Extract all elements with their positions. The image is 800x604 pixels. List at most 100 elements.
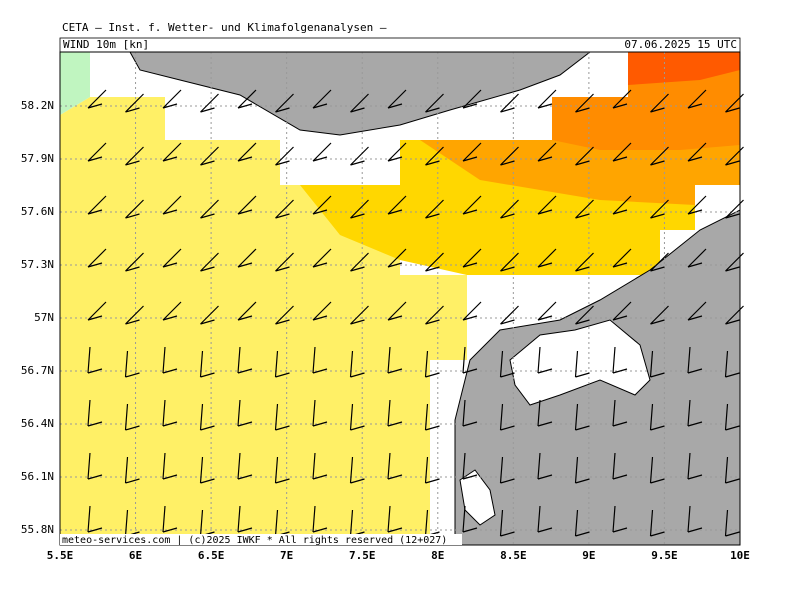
wind-barb [387, 346, 403, 374]
wind-barb [612, 301, 632, 321]
wind-barb [500, 199, 519, 219]
wind-barb [650, 146, 669, 166]
wind-barb [125, 199, 144, 219]
wind-barb [537, 301, 557, 321]
wind-barb [425, 199, 444, 219]
wind-barb [612, 142, 632, 162]
wind-barb [649, 350, 665, 378]
wind-barb [537, 195, 557, 215]
wind-barb [387, 301, 407, 321]
wind-barb [425, 252, 444, 272]
wind-barb [574, 456, 590, 484]
lat-label: 57.3N [21, 258, 54, 271]
wind-barb [612, 452, 628, 480]
wind-barb [349, 350, 365, 378]
wind-barb [650, 252, 669, 272]
wind-barb [162, 195, 182, 215]
wind-barb [612, 248, 632, 268]
valid-time: 07.06.2025 15 UTC [624, 38, 737, 51]
lon-label: 5.5E [47, 549, 74, 562]
footer: meteo-services.com | (c)2025 IWKF * All … [62, 535, 447, 546]
wind-barb [350, 305, 369, 325]
wind-barb [724, 509, 740, 537]
wind-barb [312, 452, 328, 480]
wind-barb [87, 399, 103, 427]
wind-barb [499, 456, 515, 484]
wind-barb [237, 346, 253, 374]
wind-barb [200, 305, 219, 325]
lat-label: 58.2N [21, 99, 54, 112]
wind-barb [274, 403, 290, 431]
wind-barb [162, 346, 178, 374]
wind-barb [162, 301, 182, 321]
wind-barb [312, 399, 328, 427]
wind-barb [462, 301, 482, 321]
wind-barb [537, 89, 557, 109]
lon-label: 8E [431, 549, 444, 562]
wind-barb [87, 301, 107, 321]
wind-barb [87, 195, 107, 215]
wind-zone-green [60, 52, 90, 115]
wind-barb [537, 452, 553, 480]
wind-barb [387, 142, 407, 162]
lat-label: 56.1N [21, 470, 54, 483]
wind-barb [237, 195, 257, 215]
footer-box [60, 534, 462, 545]
field-label: WIND 10m [kn] [63, 38, 149, 51]
lon-label: 9E [582, 549, 595, 562]
wind-barb [274, 456, 290, 484]
lon-label: 7E [280, 549, 293, 562]
lat-label: 56.4N [21, 417, 54, 430]
wind-barb [87, 452, 103, 480]
land-norway [129, 51, 592, 136]
lat-label: 57.9N [21, 152, 54, 165]
wind-barb [387, 505, 403, 533]
wind-barb [537, 505, 553, 533]
wind-barb [312, 89, 332, 109]
wind-barb [162, 452, 178, 480]
wind-barb [724, 403, 740, 431]
graticule [60, 52, 740, 545]
wind-zone-red [628, 52, 740, 85]
wind-barb [575, 199, 594, 219]
wind-barb [125, 93, 144, 113]
wind-barb [612, 505, 628, 533]
wind-barb [612, 89, 632, 109]
wind-barb [462, 89, 482, 109]
wind-barb [199, 350, 215, 378]
wind-barb [687, 142, 707, 162]
wind-barb [237, 399, 253, 427]
wind-barb [237, 248, 257, 268]
wind-barb [237, 89, 257, 109]
wind-barb [162, 505, 178, 533]
lat-label: 56.7N [21, 364, 54, 377]
wind-barb [462, 142, 482, 162]
wind-barbs [87, 89, 744, 537]
wind-barb [349, 456, 365, 484]
wind-barb [425, 93, 444, 113]
wind-barb [462, 195, 482, 215]
wind-barb [462, 248, 482, 268]
wind-barb [500, 146, 519, 166]
lat-label: 57N [34, 311, 54, 324]
wind-barb [687, 505, 703, 533]
wind-barb [200, 146, 219, 166]
wind-barb [424, 350, 440, 378]
wind-barb [575, 252, 594, 272]
wind-barb [312, 505, 328, 533]
wind-barb [424, 403, 440, 431]
wind-barb [125, 252, 144, 272]
wind-barb [124, 456, 140, 484]
title: CETA — Inst. f. Wetter- und Klimafolgena… [62, 21, 387, 34]
wind-barb [650, 199, 669, 219]
wind-barb [387, 399, 403, 427]
wind-barb [275, 93, 294, 113]
wind-barb [537, 399, 553, 427]
wind-barb [724, 456, 740, 484]
wind-barb [537, 142, 557, 162]
wind-barb [575, 93, 594, 113]
wind-barb [312, 248, 332, 268]
lon-label: 6.5E [198, 549, 225, 562]
wind-barb [387, 195, 407, 215]
wind-barb [537, 346, 553, 374]
